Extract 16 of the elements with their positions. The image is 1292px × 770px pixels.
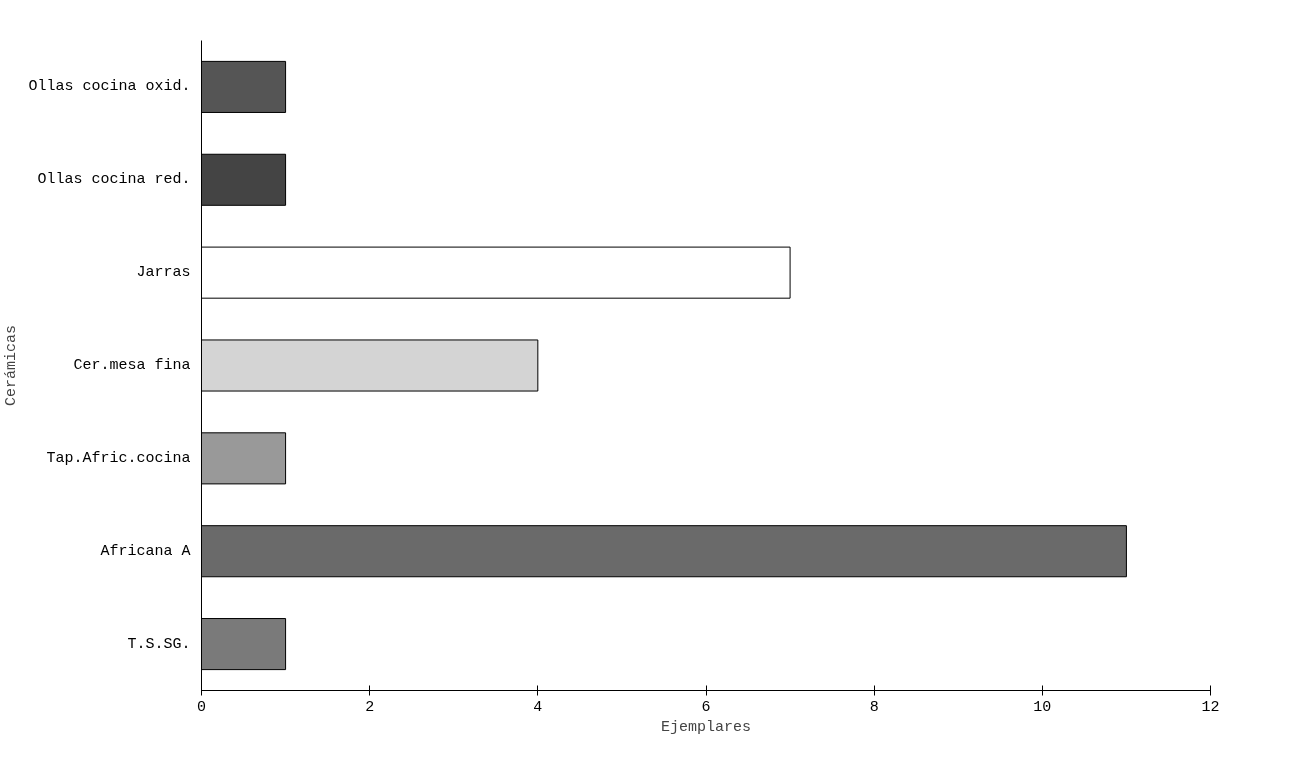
x-tick-label: 4 <box>533 698 543 716</box>
x-tick-label: 0 <box>197 698 207 716</box>
y-tick-label: T.S.SG. <box>127 635 191 653</box>
y-tick-label: Jarras <box>136 264 191 282</box>
x-axis-title: Ejemplares <box>660 718 752 736</box>
y-tick-label: Ollas cocina red. <box>37 171 191 189</box>
y-axis-title: Cerámicas <box>3 324 21 407</box>
y-tick-label: Cer.mesa fina <box>73 357 191 374</box>
x-tick-label: 6 <box>701 698 711 716</box>
x-tick-label: 8 <box>869 698 879 716</box>
y-tick-label: Ollas cocina oxid. <box>28 78 191 96</box>
x-tick-label: 2 <box>365 698 375 716</box>
x-tick-label: 12 <box>1201 698 1220 716</box>
y-tick-label: Africana A <box>100 542 191 560</box>
y-tick-label: Tap.Afric.cocina <box>46 449 191 467</box>
x-tick-label: 10 <box>1033 698 1052 716</box>
